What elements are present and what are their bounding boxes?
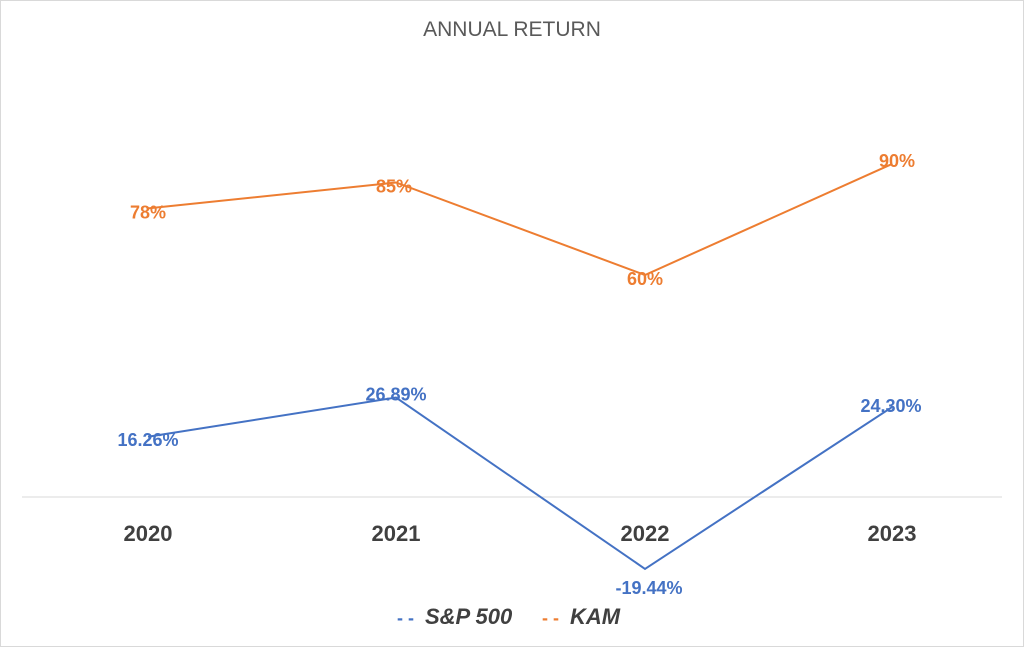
data-label: 78% [130,202,166,222]
x-axis-ticks: 2020 2021 2022 2023 [124,521,917,546]
data-label: 85% [376,177,412,197]
legend-label: KAM [570,604,621,629]
legend: - - S&P 500 - - KAM [397,604,621,629]
data-label: 24.30% [860,396,921,416]
x-tick-label: 2021 [372,521,421,546]
data-label: 90% [879,151,915,171]
legend-marker: - - [397,608,414,628]
x-tick-label: 2023 [868,521,917,546]
legend-item: - - KAM [542,604,621,629]
series-lines [147,163,893,571]
data-label: 26.89% [365,385,426,405]
x-tick-label: 2020 [124,521,173,546]
data-label: 60% [627,269,663,289]
chart-title: ANNUAL RETURN [423,18,601,41]
data-label: -19.44% [615,578,682,598]
x-tick-label: 2022 [621,521,670,546]
legend-item: - - S&P 500 [397,604,513,629]
series-line-sp500 [147,396,893,571]
data-labels: 16.26% 26.89% -19.44% 24.30% 78% 85% 60% 90% [117,151,921,598]
series-line-kam [147,163,893,277]
data-label: 16.26% [117,430,178,450]
legend-label: S&P 500 [425,604,513,629]
legend-marker: - - [542,608,559,628]
